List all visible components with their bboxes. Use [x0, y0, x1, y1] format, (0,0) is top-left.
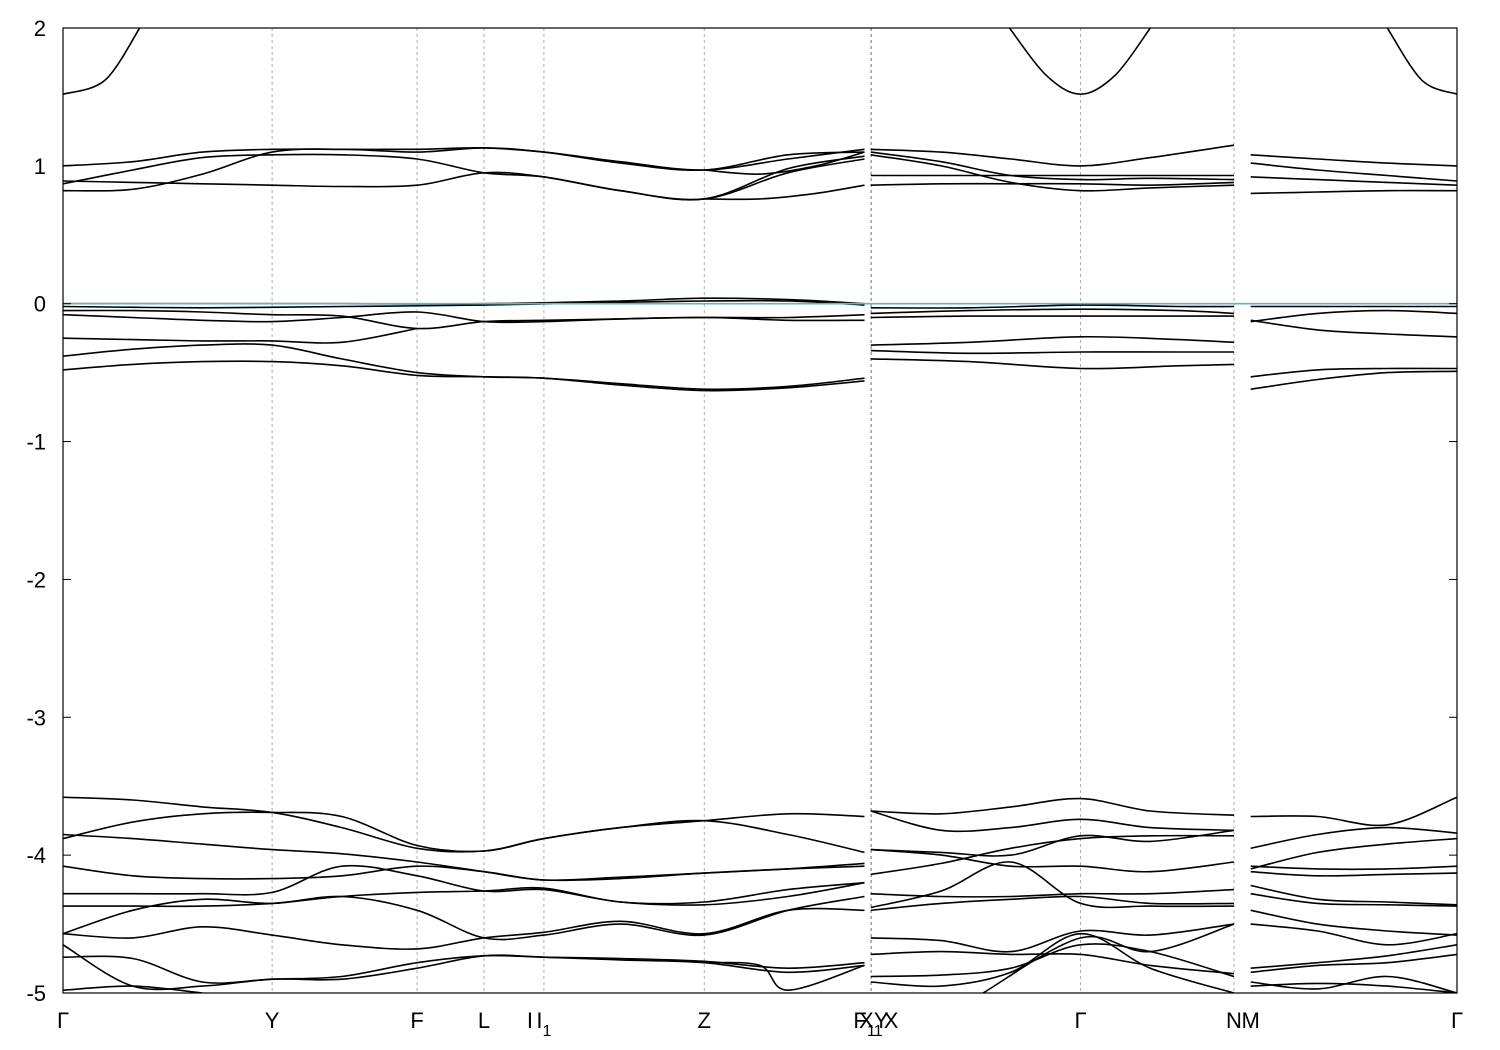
band-line: [870, 861, 1235, 909]
band-line: [704, 184, 865, 201]
band-line: [63, 147, 865, 192]
band-line: [1250, 884, 1457, 906]
band-line: [1250, 826, 1457, 850]
band-line: [982, 923, 1235, 993]
plot-frame: [62, 27, 1458, 994]
band-line: [63, 299, 865, 309]
band-line: [870, 335, 1235, 346]
x-tick-label: Γ: [1075, 1008, 1087, 1033]
band-line: [63, 985, 203, 993]
y-tick-label: 1: [34, 154, 46, 179]
y-tick-label: -3: [26, 705, 46, 730]
kpoint-separators: [271, 28, 1235, 993]
band-line: [63, 360, 865, 392]
x-tick-label: Y: [265, 1008, 280, 1033]
band-line: [1250, 953, 1457, 974]
band-line: [870, 895, 1235, 912]
band-line: [870, 304, 1235, 309]
band-line: [870, 358, 1235, 370]
band-line: [870, 151, 1235, 181]
band-line: [1386, 28, 1457, 95]
band-line: [1250, 923, 1457, 946]
band-line: [63, 864, 865, 906]
y-tick-label: -2: [26, 567, 46, 592]
x-tick-label: N: [1226, 1008, 1242, 1033]
band-line: [870, 315, 1234, 319]
band-line: [1250, 870, 1457, 877]
band-line: [63, 895, 865, 941]
band-line: [870, 154, 1235, 192]
band-line: [1250, 319, 1457, 338]
band-line: [1250, 189, 1457, 195]
x-tick-label: X: [884, 1008, 899, 1033]
x-tick-label: Γ: [57, 1008, 69, 1033]
band-line: [63, 865, 865, 882]
band-line: [870, 829, 1235, 857]
band-line: [870, 932, 1235, 993]
y-tick-label: 2: [34, 16, 46, 41]
x-tick-label: Z: [698, 1008, 711, 1033]
y-axis-ticks: 2 1 0 -1 -2 -3 -4 -5: [26, 16, 1457, 1006]
y-tick-label: -1: [26, 430, 46, 455]
band-line: [1250, 370, 1457, 390]
band-line: [870, 943, 1235, 978]
band-line: [870, 888, 1235, 898]
band-line: [1250, 865, 1457, 871]
band-line: [63, 907, 865, 950]
band-line: [63, 811, 865, 853]
band-line: [1250, 796, 1457, 827]
band-line: [1250, 367, 1457, 378]
band-line: [870, 848, 1235, 873]
band-line: [870, 144, 1235, 167]
band-line: [870, 923, 1235, 953]
x-tick-label: Γ: [1451, 1008, 1463, 1033]
band-line: [1008, 28, 1151, 96]
band-line: [63, 343, 865, 391]
band-line: [63, 944, 865, 991]
band-line: [704, 961, 865, 992]
band-line: [1250, 162, 1457, 182]
band-line: [1250, 176, 1457, 186]
band-line: [63, 309, 865, 330]
band-line: [63, 28, 141, 95]
y-tick-label: -4: [26, 843, 46, 868]
band-line: [1250, 837, 1457, 870]
y-tick-label: -5: [26, 981, 46, 1006]
band-line: [870, 834, 1235, 876]
x-tick-label: I: [527, 1008, 533, 1033]
y-tick-label: 0: [34, 292, 46, 317]
band-line: [1250, 944, 1457, 969]
x-tick-label: M: [1242, 1008, 1260, 1033]
band-line: [63, 881, 865, 908]
band-line: [63, 158, 865, 201]
band-line: [63, 327, 418, 344]
band-line: [870, 349, 1234, 355]
band-line: [1250, 154, 1457, 167]
band-line: [704, 151, 865, 175]
band-line: [870, 181, 1235, 187]
x-tick-label: Y: [874, 1008, 889, 1033]
band-line: [870, 797, 1235, 816]
band-line: [1250, 975, 1457, 993]
x-tick-label: L: [478, 1008, 490, 1033]
x-tick-label: F: [410, 1008, 423, 1033]
band-line: [1250, 892, 1457, 907]
band-line: [1250, 309, 1457, 323]
band-line: [1250, 982, 1457, 993]
band-line: [1250, 909, 1457, 936]
band-line: [870, 308, 1235, 315]
band-line: [870, 810, 1235, 833]
